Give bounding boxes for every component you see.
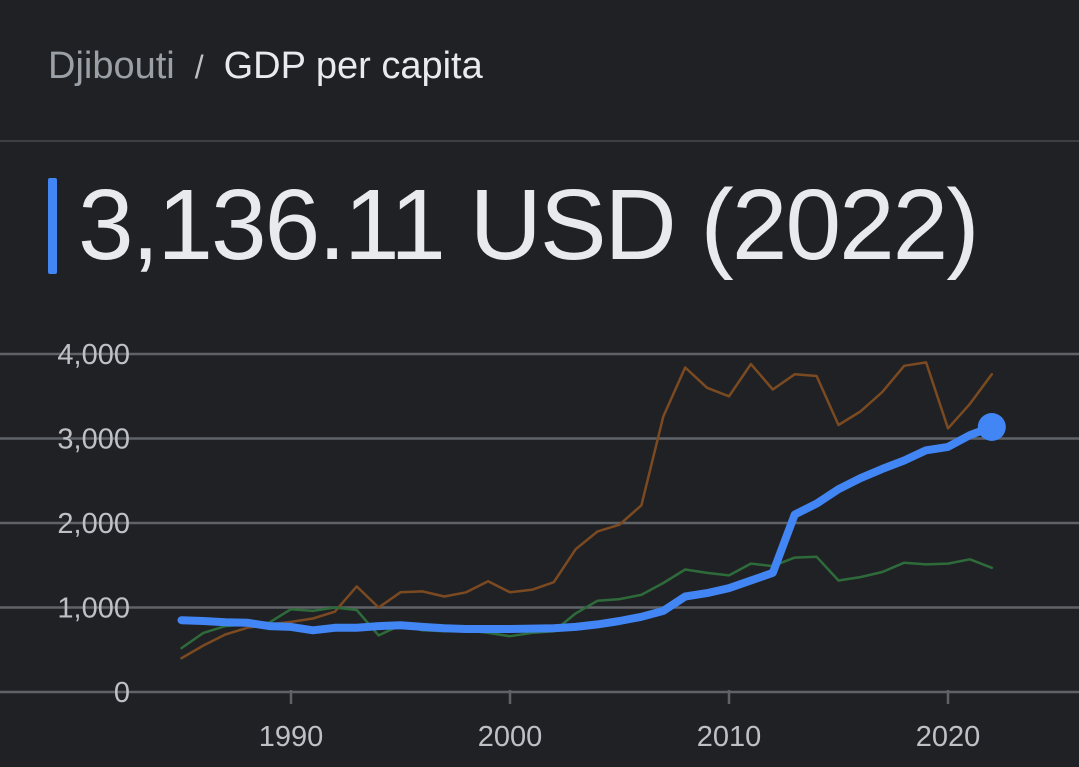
x-tick-label: 2020 <box>916 721 981 753</box>
breadcrumb-metric: GDP per capita <box>223 45 483 87</box>
y-axis-ticks: 0 1,000 2,000 3,000 4,000 <box>57 339 130 709</box>
x-tick-label: 1990 <box>259 721 324 753</box>
breadcrumb-separator: / <box>194 49 204 85</box>
x-tick-label: 2010 <box>697 721 762 753</box>
y-tick-label: 1,000 <box>57 593 130 625</box>
breadcrumb-country[interactable]: Djibouti <box>48 45 175 87</box>
headline-value: 3,136.11 USD (2022) <box>78 169 980 281</box>
series-lines <box>177 361 996 660</box>
gridlines <box>0 352 1079 694</box>
series-line-main <box>177 423 996 635</box>
y-tick-label: 0 <box>114 677 130 709</box>
y-tick-label: 2,000 <box>57 508 130 540</box>
highlight-layer <box>977 412 1006 441</box>
x-axis-ticks: 1990 2000 2010 2020 <box>259 690 981 753</box>
header-divider <box>0 140 1079 142</box>
series-line-1 <box>180 361 994 660</box>
latest-value-point[interactable] <box>977 412 1006 441</box>
series-line-2 <box>180 555 994 650</box>
y-tick-label: 4,000 <box>57 339 130 371</box>
headline-accent-bar <box>48 178 57 274</box>
y-tick-label: 3,000 <box>57 424 130 456</box>
breadcrumb: Djibouti / GDP per capita <box>48 44 483 89</box>
gdp-line-chart[interactable]: 0 1,000 2,000 3,000 4,000 1990 2000 2010 2020 <box>0 330 1079 767</box>
x-tick-label: 2000 <box>478 721 543 753</box>
